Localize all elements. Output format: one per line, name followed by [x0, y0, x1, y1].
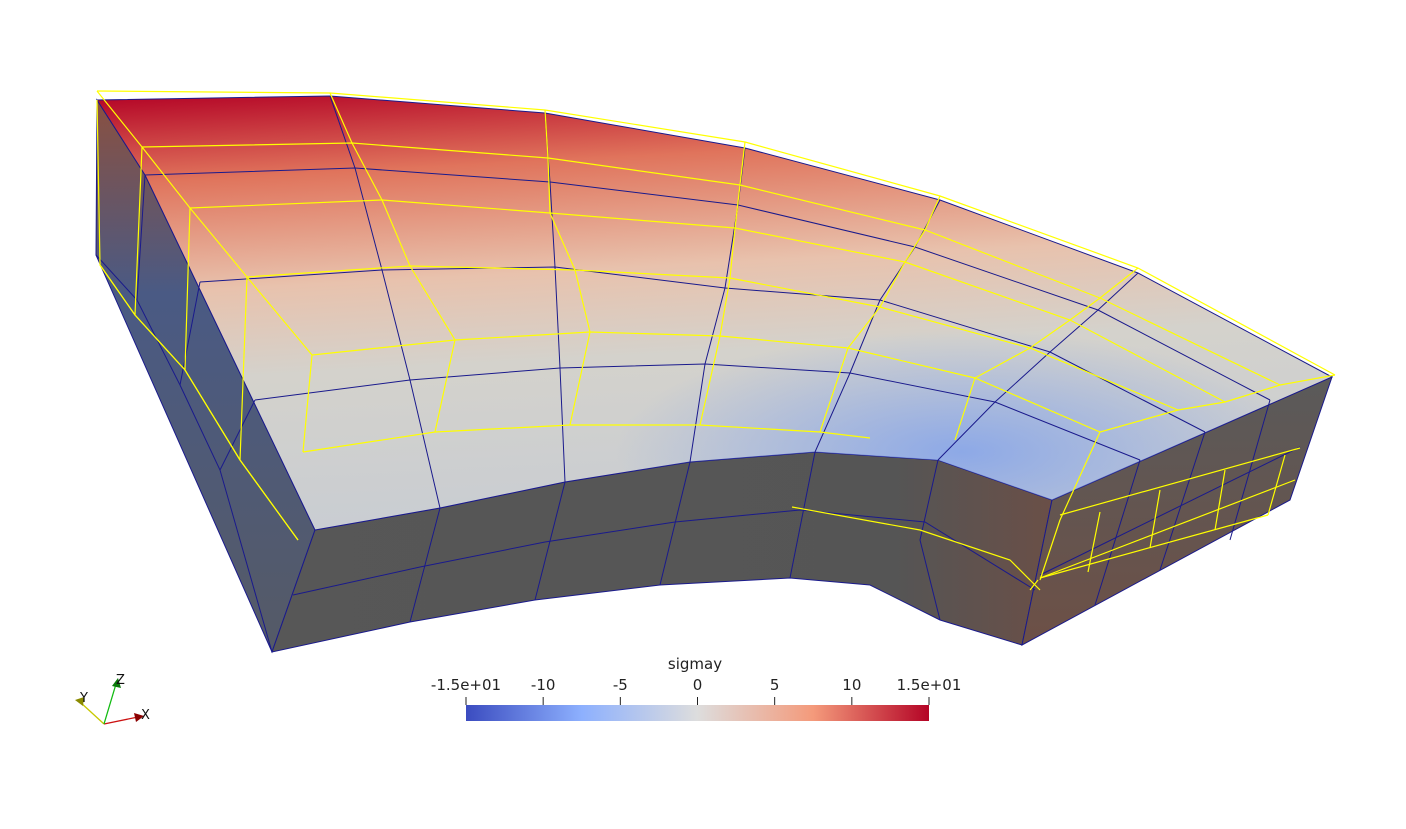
- colorbar-tick-label: 10: [842, 676, 862, 694]
- colorbar-tick-label: 0: [692, 676, 703, 694]
- colorbar-tick-label: 5: [769, 676, 780, 694]
- colorbar-tick-label: -10: [530, 676, 556, 694]
- colorbar-title: sigmay: [667, 655, 723, 673]
- undeformed-wireframe: [96, 90, 1336, 591]
- colorbar-tick-label: 1.5e+01: [896, 676, 962, 694]
- x-axis-label: X: [141, 708, 150, 723]
- x-axis-line: [103, 716, 139, 725]
- colorbar-tick-label: -1.5e+01: [430, 676, 502, 694]
- y-axis-arrowhead: [75, 697, 84, 706]
- x-axis-arrowhead: [134, 713, 144, 722]
- colorbar-tick-label: -5: [612, 676, 628, 694]
- top-face-blue-region: [97, 96, 1332, 530]
- z-axis-label: Z: [116, 673, 125, 688]
- y-axis-line: [79, 701, 105, 725]
- z-axis-line: [103, 683, 117, 725]
- y-axis-label: Y: [79, 691, 88, 706]
- orientation-axes: X Y Z: [75, 673, 150, 725]
- colorbar-swatch: [466, 705, 929, 721]
- scalar-bar: [465, 697, 930, 721]
- z-axis-arrowhead: [112, 678, 121, 688]
- colorbar-ticks: [465, 697, 930, 705]
